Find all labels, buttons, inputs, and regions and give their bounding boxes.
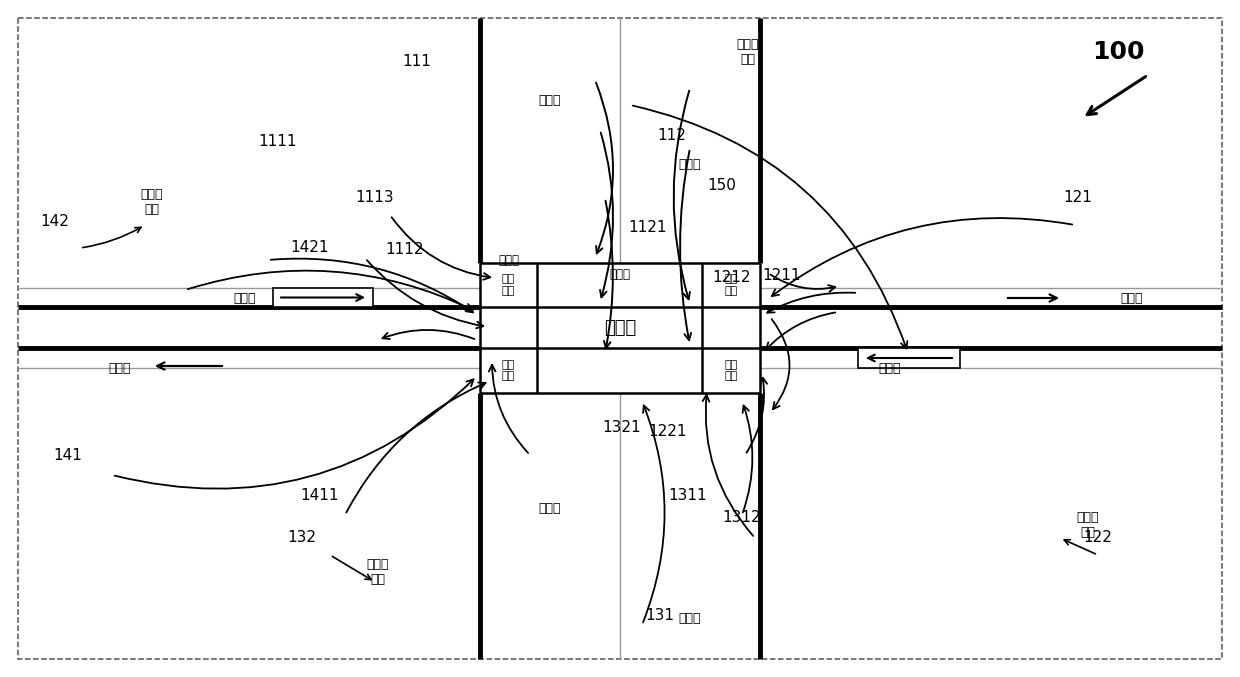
Text: 出口道: 出口道: [879, 362, 901, 374]
Text: 人行
横道: 人行 横道: [724, 359, 738, 381]
Text: 131: 131: [646, 607, 675, 622]
Text: 122: 122: [1084, 531, 1112, 546]
Text: 111: 111: [403, 55, 432, 70]
Text: 人行
横道: 人行 横道: [502, 359, 515, 381]
Text: 入口道: 入口道: [1121, 292, 1143, 305]
Text: 出口道: 出口道: [678, 611, 702, 624]
Bar: [858, 348, 960, 368]
Text: 121: 121: [1064, 190, 1092, 206]
Text: 出口道: 出口道: [609, 269, 630, 282]
Text: 入口道: 入口道: [538, 93, 562, 106]
Text: 路口区: 路口区: [604, 318, 636, 336]
Text: 入口道: 入口道: [498, 253, 520, 267]
Text: 入口道: 入口道: [108, 362, 130, 374]
Text: 出口道: 出口道: [678, 158, 702, 171]
Text: 1211: 1211: [763, 267, 801, 282]
Text: 1112: 1112: [386, 242, 424, 257]
Text: 142: 142: [41, 215, 69, 230]
Text: 人行
横道: 人行 横道: [724, 274, 738, 296]
Text: 100: 100: [1091, 40, 1145, 64]
Text: 1221: 1221: [649, 424, 687, 439]
Text: 1312: 1312: [723, 510, 761, 525]
Text: 1212: 1212: [713, 271, 751, 286]
Text: 出口道: 出口道: [234, 292, 257, 305]
Text: 141: 141: [53, 447, 82, 462]
Text: 1113: 1113: [356, 190, 394, 206]
Bar: [273, 288, 373, 307]
Text: 1421: 1421: [290, 240, 330, 255]
Text: 人行
横道: 人行 横道: [502, 274, 515, 296]
Text: 车道分
隔线: 车道分 隔线: [1076, 511, 1099, 539]
Text: 车道分
隔线: 车道分 隔线: [367, 558, 389, 586]
Text: 150: 150: [708, 177, 737, 192]
Text: 1411: 1411: [301, 487, 340, 502]
Text: 车道分
隔线: 车道分 隔线: [737, 38, 759, 66]
Text: 112: 112: [657, 127, 687, 142]
Text: 入口道: 入口道: [538, 502, 562, 515]
Text: 车道分
隔线: 车道分 隔线: [141, 188, 164, 216]
Text: 1111: 1111: [259, 135, 298, 150]
Text: 132: 132: [288, 531, 316, 546]
Text: 1311: 1311: [668, 487, 707, 502]
Text: 1121: 1121: [629, 221, 667, 236]
Text: 1321: 1321: [603, 420, 641, 435]
